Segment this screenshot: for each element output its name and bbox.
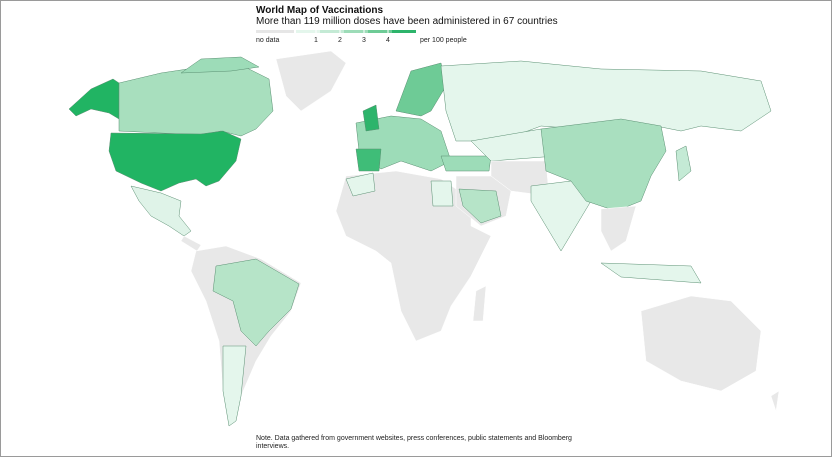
legend-tick-label: 4 [386,37,390,44]
country [355,148,382,172]
legend: no data 1 2 3 4 per 100 people [256,30,467,44]
country [180,235,202,252]
country [108,130,242,192]
country [540,118,667,212]
legend-swatch [392,30,416,33]
country [640,295,762,392]
country [362,104,380,132]
country [675,145,692,182]
country [222,345,247,427]
legend-swatch [320,30,344,33]
legend-unit: per 100 people [420,37,467,44]
country [440,155,492,172]
legend-swatch [368,30,392,33]
legend-tick-label: 3 [362,37,366,44]
country [68,78,120,120]
legend-swatch [296,30,320,33]
country [458,188,502,224]
legend-swatch [344,30,368,33]
country [430,180,454,207]
country [212,258,300,347]
country [472,285,487,322]
legend-swatch [256,30,294,33]
country [118,64,274,137]
country [180,56,260,74]
country [130,185,192,237]
title: World Map of Vaccinations [256,5,384,16]
legend-tick-label: 2 [338,37,342,44]
subtitle: More than 119 million doses have been ad… [256,16,558,27]
note: Note. Data gathered from government webs… [256,435,572,450]
country [600,205,637,252]
legend-label: no data [256,37,279,44]
country [395,62,447,117]
country [275,50,347,112]
legend-tick-label: 1 [314,37,318,44]
country [345,172,376,197]
country [770,390,780,412]
country [600,262,702,284]
world-map [68,50,780,427]
